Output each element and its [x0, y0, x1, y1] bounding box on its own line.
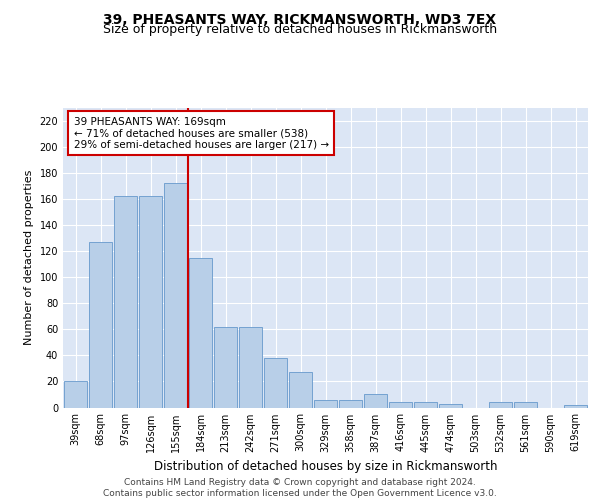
Bar	[514, 402, 538, 407]
Bar	[364, 394, 388, 407]
Bar	[488, 402, 512, 407]
Text: 39 PHEASANTS WAY: 169sqm
← 71% of detached houses are smaller (538)
29% of semi-: 39 PHEASANTS WAY: 169sqm ← 71% of detach…	[74, 116, 329, 150]
Bar	[164, 183, 187, 408]
Text: Contains HM Land Registry data © Crown copyright and database right 2024.
Contai: Contains HM Land Registry data © Crown c…	[103, 478, 497, 498]
Bar	[263, 358, 287, 408]
Bar	[64, 382, 88, 407]
Bar	[289, 372, 313, 408]
Bar	[389, 402, 412, 407]
Bar	[214, 326, 238, 407]
Bar	[413, 402, 437, 407]
Text: Size of property relative to detached houses in Rickmansworth: Size of property relative to detached ho…	[103, 24, 497, 36]
Bar	[188, 258, 212, 408]
Bar	[563, 405, 587, 407]
Text: 39, PHEASANTS WAY, RICKMANSWORTH, WD3 7EX: 39, PHEASANTS WAY, RICKMANSWORTH, WD3 7E…	[103, 12, 497, 26]
Bar	[139, 196, 163, 408]
Bar	[314, 400, 337, 407]
Bar	[113, 196, 137, 408]
Bar	[89, 242, 112, 408]
Bar	[439, 404, 463, 407]
X-axis label: Distribution of detached houses by size in Rickmansworth: Distribution of detached houses by size …	[154, 460, 497, 473]
Bar	[239, 326, 262, 407]
Y-axis label: Number of detached properties: Number of detached properties	[24, 170, 34, 345]
Bar	[338, 400, 362, 407]
